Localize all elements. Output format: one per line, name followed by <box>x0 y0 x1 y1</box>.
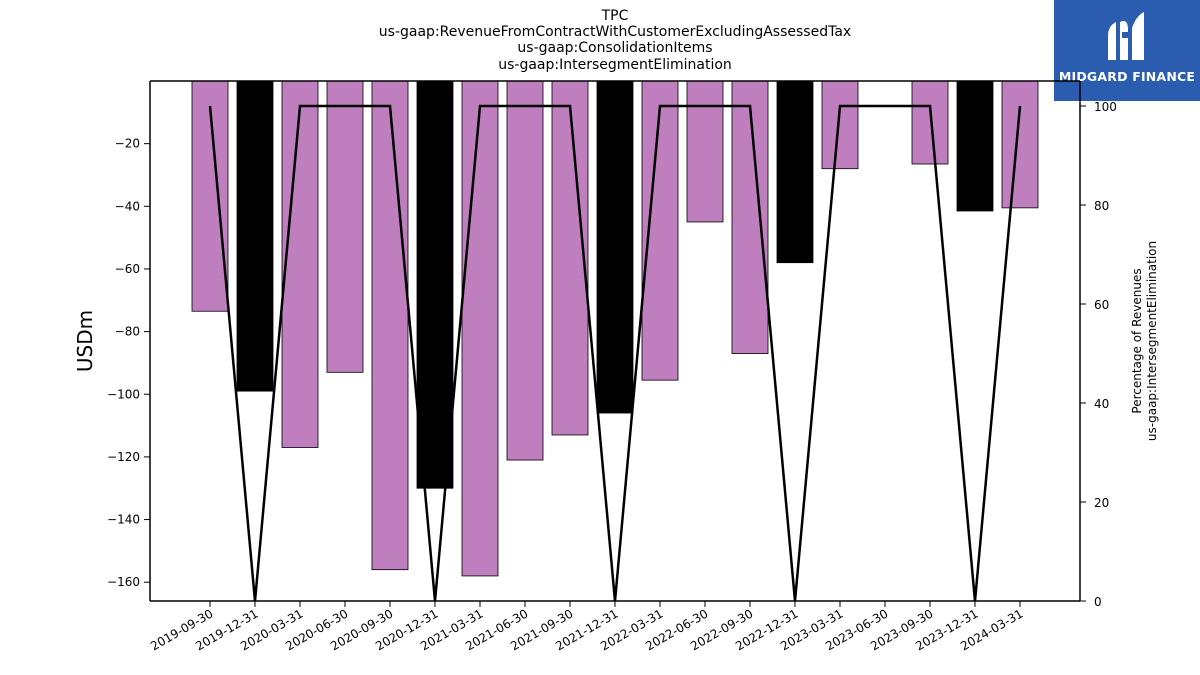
bar-2023-09-30 <box>911 80 949 165</box>
y2-axis-label: Percentage of Revenues us-gaap:Intersegm… <box>1130 241 1159 441</box>
chart-title-line-2: us-gaap:RevenueFromContractWithCustomerE… <box>379 24 851 40</box>
bar-2024-03-31 <box>1001 80 1039 209</box>
y-axis-label: USDm <box>73 310 97 372</box>
logo-text: MIDGARD FINANCE <box>1058 69 1196 84</box>
bar-2020-09-30 <box>371 80 409 571</box>
y-tick-label: −140 <box>107 513 140 527</box>
bar-2021-03-31 <box>461 80 499 577</box>
bar-series <box>191 80 1039 577</box>
y-tick-label: −100 <box>107 387 140 401</box>
bar-2022-12-31 <box>776 80 814 264</box>
y-tick-label: −20 <box>115 137 140 151</box>
y-tick-label: −80 <box>115 325 140 339</box>
y2-tick-label: 60 <box>1094 298 1109 312</box>
bar-2021-12-31 <box>596 80 634 414</box>
chart-title: TPC us-gaap:RevenueFromContractWithCusto… <box>379 8 851 73</box>
bar-2021-06-30 <box>506 80 544 461</box>
bar-2022-06-30 <box>686 80 724 223</box>
y2-tick-label: 100 <box>1094 100 1117 114</box>
bar-2023-03-31 <box>821 80 859 170</box>
y2-tick-label: 20 <box>1094 496 1109 510</box>
bar-2019-12-31 <box>236 80 274 392</box>
bar-2020-12-31 <box>416 80 454 489</box>
midgard-finance-logo: MIDGARD FINANCE <box>1054 0 1200 101</box>
bar-2020-03-31 <box>281 80 319 448</box>
y-tick-label: −160 <box>107 575 140 589</box>
y2-axis-label-line-2: us-gaap:IntersegmentElimination <box>1145 241 1159 441</box>
y2-tick-label: 80 <box>1094 199 1109 213</box>
y-tick-label: −40 <box>115 199 140 213</box>
y-tick-label: −120 <box>107 450 140 464</box>
bar-2021-09-30 <box>551 80 589 436</box>
y2-axis-label-line-1: Percentage of Revenues <box>1130 268 1144 413</box>
bar-2020-06-30 <box>326 80 364 373</box>
y2-tick-label: 40 <box>1094 397 1109 411</box>
chart-title-line-1: TPC <box>601 8 629 24</box>
midgard-finance-logo-icon <box>1108 12 1144 60</box>
chart-title-line-4: us-gaap:IntersegmentElimination <box>498 57 732 73</box>
bar-2022-03-31 <box>641 80 679 381</box>
y-tick-label: −60 <box>115 262 140 276</box>
bar-2022-09-30 <box>731 80 769 354</box>
chart-title-line-3: us-gaap:ConsolidationItems <box>517 40 712 56</box>
bar-2023-12-31 <box>956 80 994 212</box>
y2-tick-label: 0 <box>1094 595 1102 609</box>
